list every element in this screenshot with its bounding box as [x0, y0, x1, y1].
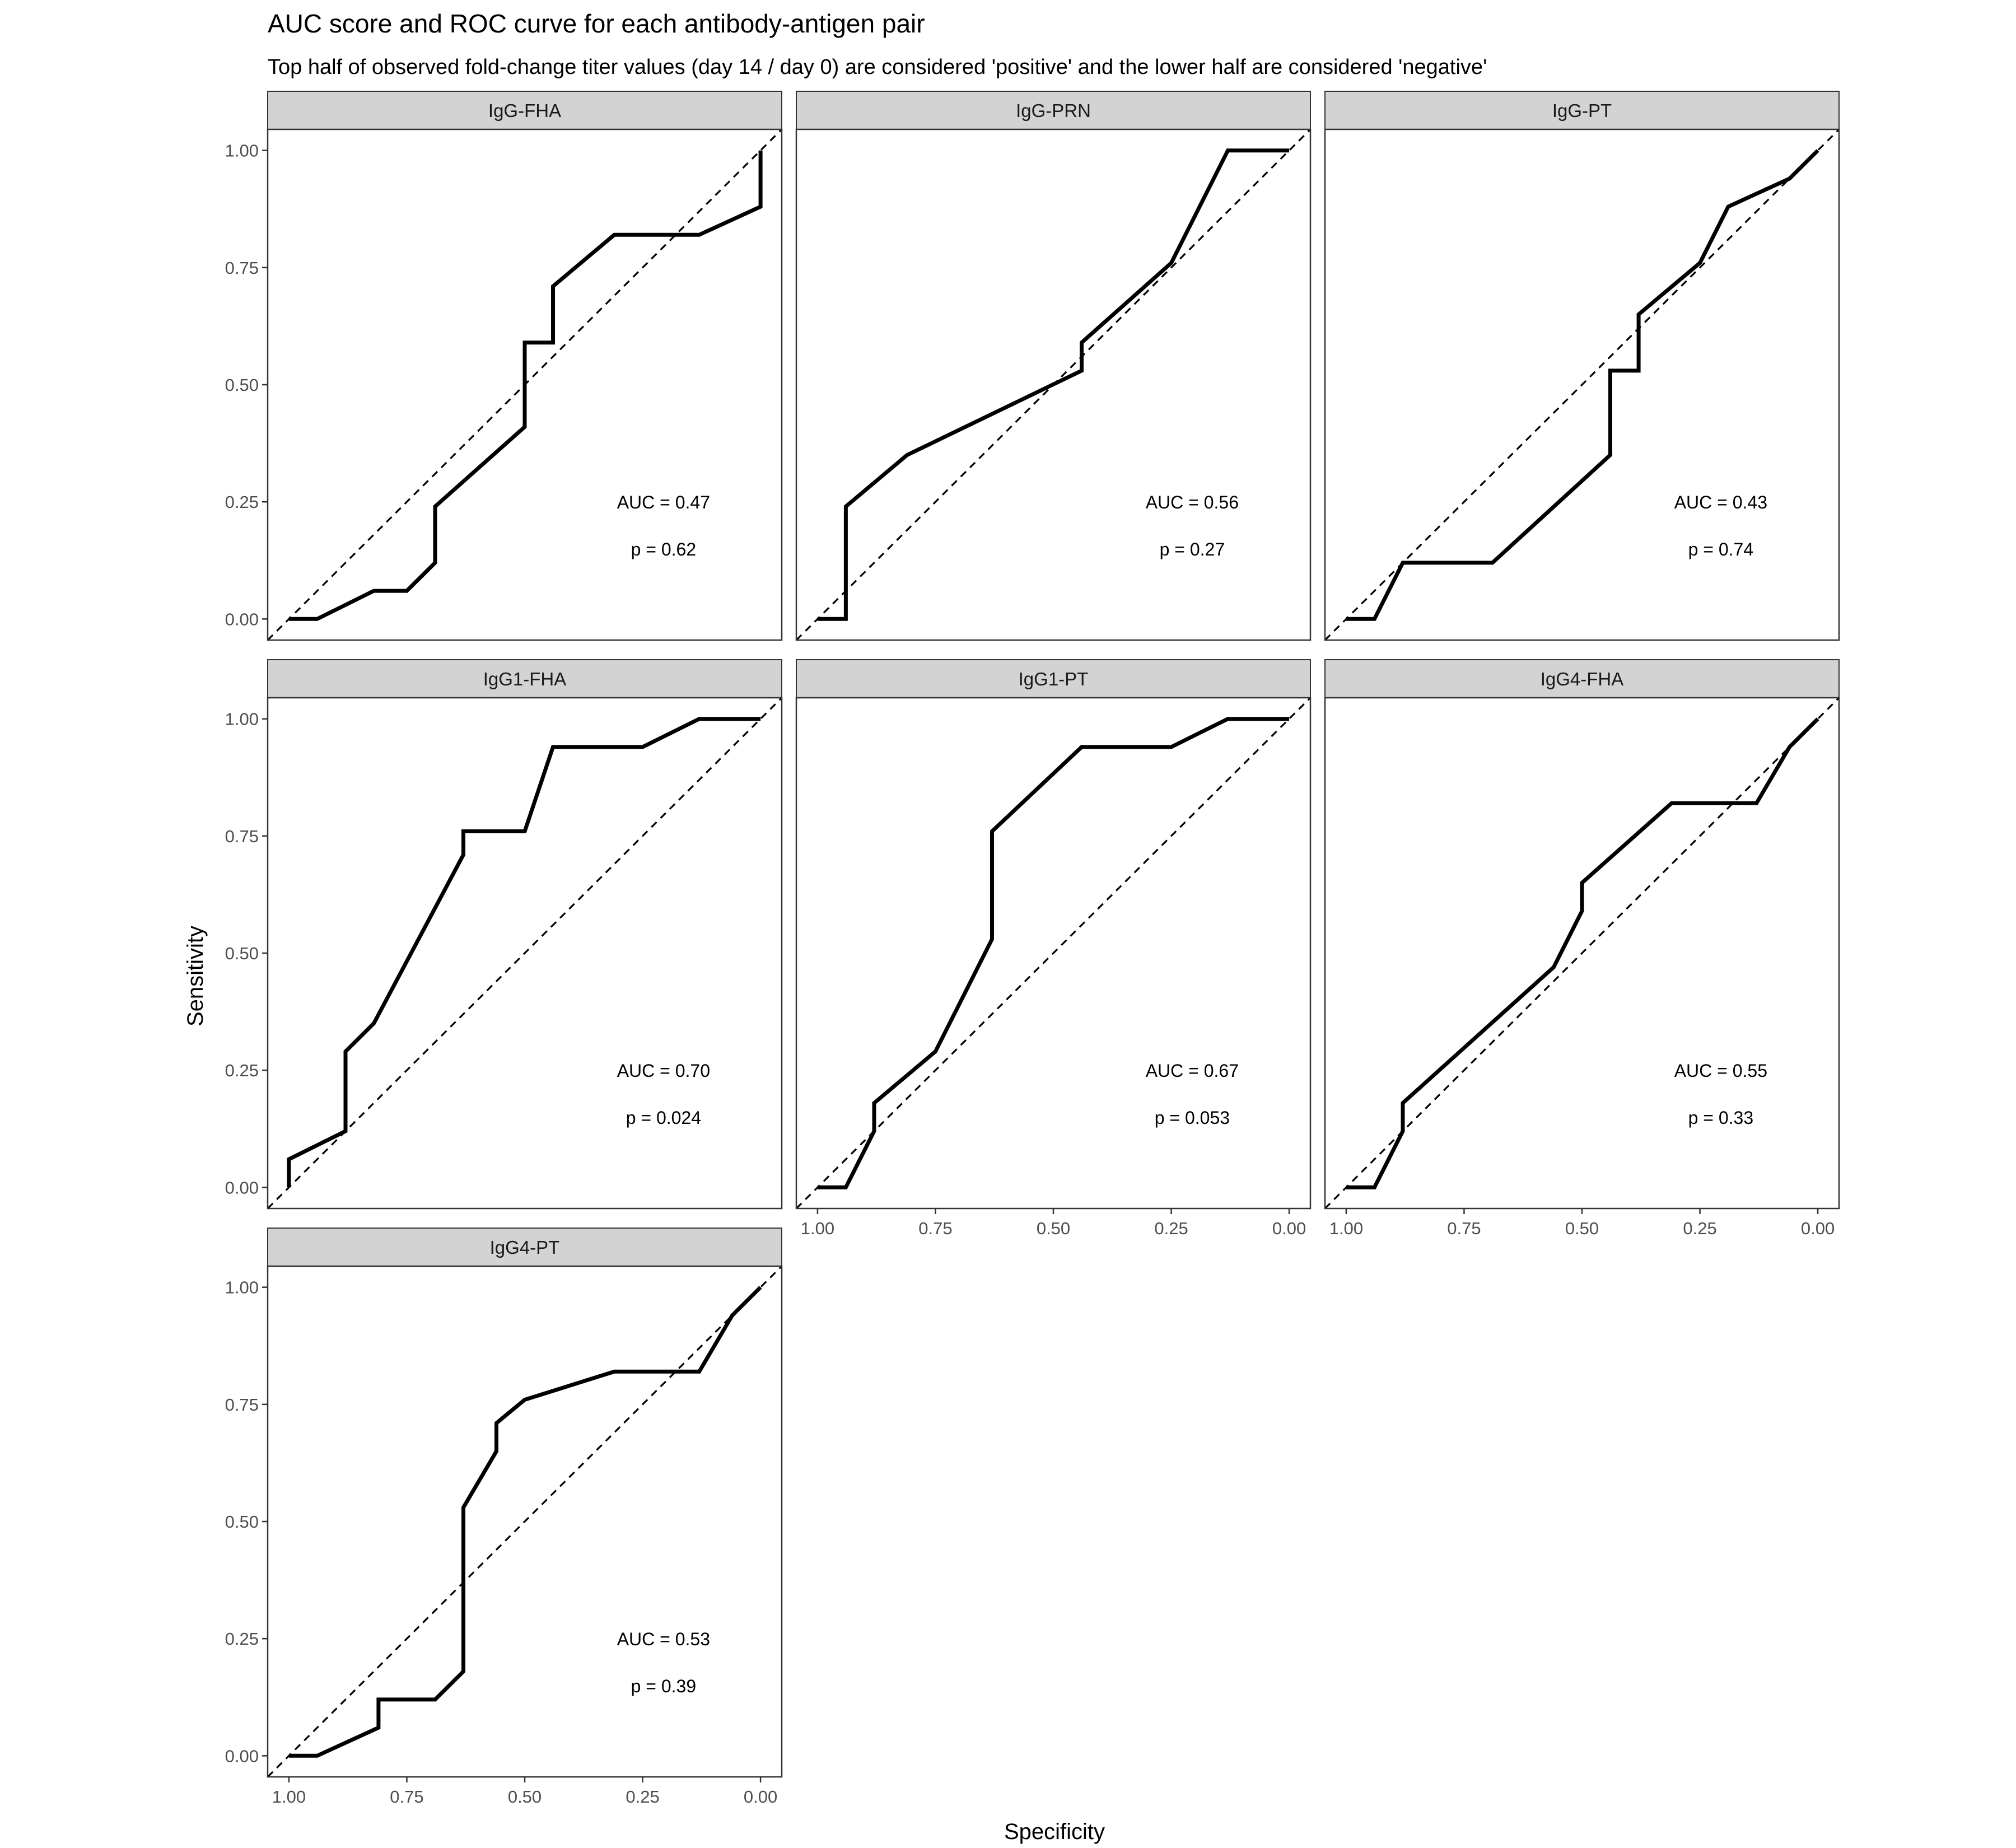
roc-curve	[288, 150, 763, 621]
panel-igg1-pt: IgG1-PT AUC = 0.67 p = 0.053 1.00 0.75 0.50 0.…	[795, 659, 1312, 1238]
p-value-label: p = 0.024	[626, 1108, 701, 1128]
p-value-label: p = 0.27	[1160, 539, 1225, 559]
x-tick-label: 0.75	[1447, 1219, 1481, 1238]
p-value-label: p = 0.33	[1688, 1108, 1754, 1128]
panel-igg1-fha: IgG1-FHA AUC = 0.70 p = 0.024 0.00 0.25 0.50 0…	[225, 659, 783, 1210]
auc-label: AUC = 0.56	[1146, 492, 1239, 512]
y-tick-label: 0.00	[225, 1178, 259, 1197]
roc-curve	[288, 1286, 762, 1758]
chart-subtitle: Top half of observed fold-change titer v…	[268, 55, 1487, 79]
chance-diagonal	[267, 1265, 783, 1778]
chance-diagonal	[267, 697, 783, 1210]
roc-curve	[287, 717, 761, 1188]
y-tick-label: 0.25	[225, 1629, 259, 1649]
x-tick-label: 0.50	[508, 1787, 542, 1807]
roc-curve	[1346, 149, 1819, 621]
y-tick-label: 0.00	[225, 609, 259, 629]
x-tick-label: 1.00	[272, 1787, 306, 1807]
y-tick-label: 0.50	[225, 375, 259, 395]
roc-curve	[1346, 717, 1819, 1189]
facet-strip-label: IgG-PRN	[1016, 100, 1091, 121]
auc-label: AUC = 0.43	[1674, 492, 1767, 512]
facet-strip	[1324, 91, 1840, 130]
chart-title: AUC score and ROC curve for each antibod…	[268, 9, 925, 38]
x-tick-label: 0.75	[390, 1787, 423, 1807]
chance-diagonal	[795, 697, 1312, 1210]
y-axis-label: Sensitivity	[183, 926, 208, 1026]
y-tick-label: 1.00	[225, 1278, 259, 1298]
facet-strip-label: IgG1-PT	[1019, 669, 1089, 689]
panel-igg4-pt: IgG4-PT AUC = 0.53 p = 0.39 0.00 0.25 0.50 0.7…	[225, 1228, 783, 1807]
x-tick-label: 0.00	[1272, 1219, 1306, 1238]
panel-igg-fha: IgG-FHA AUC = 0.47 p = 0.62 0.00 0.25 0.50 0.7…	[225, 91, 783, 641]
y-tick-label: 0.50	[225, 1512, 259, 1532]
facet-strip-label: IgG4-FHA	[1541, 669, 1624, 689]
x-tick-label: 1.00	[801, 1219, 834, 1238]
y-tick-label: 0.50	[225, 944, 259, 963]
x-tick-label: 0.75	[918, 1219, 952, 1238]
x-axis-label: Specificity	[1004, 1819, 1105, 1844]
facet-strip-label: IgG4-PT	[490, 1237, 560, 1258]
y-tick-label: 1.00	[225, 710, 259, 729]
panel-igg4-fha: IgG4-FHA AUC = 0.55 p = 0.33 1.00 0.75 0.50 0.…	[1324, 659, 1840, 1238]
x-tick-label: 0.50	[1037, 1219, 1070, 1238]
auc-label: AUC = 0.53	[617, 1629, 710, 1649]
facet-strip-label: IgG1-FHA	[483, 669, 567, 689]
y-tick-label: 0.75	[225, 258, 259, 278]
x-tick-label: 0.00	[1801, 1219, 1835, 1238]
panel-border	[795, 128, 1312, 641]
y-tick-label: 1.00	[225, 141, 259, 161]
facet-strip-label: IgG-FHA	[488, 100, 561, 121]
x-tick-label: 0.00	[744, 1787, 777, 1807]
facet-strip	[267, 91, 782, 130]
panel-igg-pt: IgG-PT AUC = 0.43 p = 0.74	[1324, 91, 1840, 641]
auc-label: AUC = 0.55	[1674, 1061, 1767, 1081]
x-tick-label: 0.25	[626, 1787, 659, 1807]
y-tick-label: 0.75	[225, 1395, 259, 1415]
chance-diagonal	[1324, 128, 1840, 641]
x-tick-label: 0.50	[1565, 1219, 1599, 1238]
p-value-label: p = 0.62	[631, 539, 697, 559]
y-tick-label: 0.25	[225, 492, 259, 512]
auc-label: AUC = 0.70	[617, 1061, 710, 1081]
roc-curve	[817, 148, 1290, 621]
facet-panels: IgG-FHA AUC = 0.47 p = 0.62 0.00 0.25 0.50 0.7…	[225, 91, 1840, 1807]
panel-border	[1324, 128, 1840, 641]
facet-strip	[267, 659, 782, 698]
auc-label: AUC = 0.67	[1146, 1061, 1239, 1081]
facet-strip	[796, 91, 1311, 130]
roc-curve	[817, 717, 1290, 1189]
x-tick-label: 1.00	[1329, 1219, 1363, 1238]
y-tick-label: 0.00	[225, 1746, 259, 1766]
facet-strip-label: IgG-PT	[1552, 100, 1612, 121]
y-tick-label: 0.75	[225, 827, 259, 846]
y-tick-label: 0.25	[225, 1061, 259, 1080]
p-value-label: p = 0.053	[1155, 1108, 1230, 1128]
x-tick-label: 0.25	[1154, 1219, 1188, 1238]
panel-igg-prn: IgG-PRN AUC = 0.56 p = 0.27	[795, 91, 1312, 641]
p-value-label: p = 0.39	[631, 1676, 697, 1696]
x-tick-label: 0.25	[1683, 1219, 1716, 1238]
p-value-label: p = 0.74	[1688, 539, 1754, 559]
chance-diagonal	[1324, 697, 1840, 1210]
auc-label: AUC = 0.47	[617, 492, 710, 512]
